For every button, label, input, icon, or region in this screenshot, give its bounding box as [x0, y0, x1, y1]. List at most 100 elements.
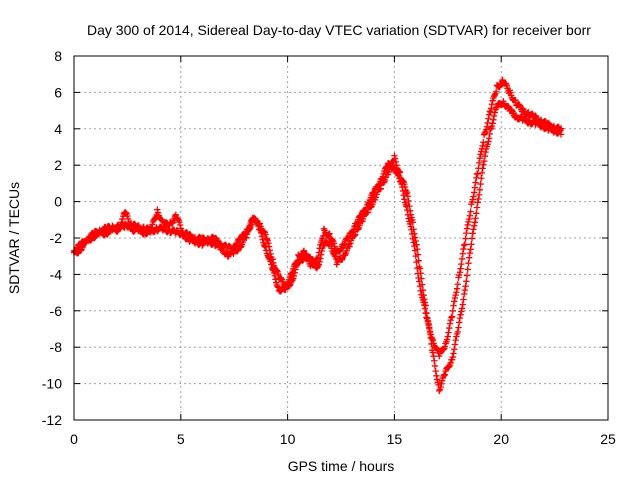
data-point [468, 241, 475, 248]
data-point [409, 219, 417, 226]
data-point [465, 218, 472, 226]
data-point [444, 333, 451, 340]
data-point [474, 199, 481, 206]
data-point [466, 249, 474, 257]
data-point [420, 291, 427, 299]
data-point [148, 224, 155, 232]
data-point [464, 221, 471, 229]
data-point [451, 341, 459, 348]
data-point [192, 236, 199, 243]
data-point [487, 125, 494, 133]
data-point [464, 266, 471, 273]
data-point [482, 148, 489, 156]
data-point [486, 130, 494, 138]
data-point [486, 108, 494, 115]
data-point [479, 165, 486, 172]
data-point [424, 318, 432, 325]
data-point [475, 195, 482, 203]
data-point [463, 272, 471, 279]
data-point [317, 255, 324, 262]
data-point [485, 138, 492, 145]
data-point [455, 319, 463, 326]
y-tick-label: 4 [54, 121, 62, 137]
data-point [462, 235, 469, 242]
data-point [433, 372, 440, 379]
y-tick-label: -10 [42, 376, 62, 392]
data-point [267, 258, 274, 265]
data-point [425, 321, 432, 329]
data-point [407, 211, 414, 218]
data-point [352, 231, 359, 238]
data-point [401, 183, 409, 191]
data-point [436, 387, 443, 395]
data-point [481, 152, 489, 160]
data-point [263, 247, 270, 254]
data-point [372, 194, 380, 201]
data-point [505, 103, 512, 110]
data-point [458, 308, 465, 315]
data-point [485, 135, 493, 142]
data-point [327, 237, 334, 245]
data-point [473, 210, 480, 217]
data-point [412, 237, 419, 245]
data-point [471, 219, 479, 226]
data-point [413, 241, 420, 248]
data-point [246, 225, 254, 232]
data-point [454, 281, 461, 288]
data-point [411, 234, 419, 241]
data-point [234, 247, 241, 254]
data-point [418, 281, 426, 288]
data-point [380, 170, 387, 178]
data-point [415, 257, 422, 264]
data-point [147, 228, 155, 235]
data-point [396, 169, 404, 176]
data-point [419, 287, 427, 294]
x-tick-label: 15 [387, 431, 403, 447]
data-point [445, 329, 452, 336]
data-point [269, 266, 276, 273]
data-point [463, 225, 471, 232]
data-point [508, 107, 516, 114]
data-point [441, 343, 449, 350]
data-point [478, 169, 486, 177]
data-point [488, 101, 496, 108]
data-point [405, 197, 412, 205]
data-point [480, 157, 488, 165]
data-point [461, 286, 469, 294]
data-point [318, 247, 325, 255]
data-point [465, 254, 473, 261]
data-point [230, 250, 237, 258]
data-point [385, 168, 392, 176]
data-point [515, 101, 523, 108]
data-point [327, 241, 335, 249]
data-point [416, 265, 424, 272]
data-point [443, 336, 451, 343]
data-point [225, 252, 232, 260]
data-point [476, 186, 484, 194]
data-point [440, 372, 447, 380]
data-point [460, 296, 467, 303]
data-point [453, 285, 461, 292]
data-point [404, 188, 411, 196]
data-point [122, 209, 130, 217]
data-point [499, 76, 506, 84]
grid-lines [74, 56, 608, 420]
data-point [258, 233, 266, 240]
data-point [441, 371, 449, 378]
data-point [406, 202, 413, 210]
data-point [457, 311, 464, 318]
data-point [134, 221, 142, 229]
data-point [243, 234, 250, 242]
data-point [413, 245, 421, 253]
data-point [448, 314, 455, 321]
data-point [452, 336, 459, 344]
data-point [347, 240, 354, 247]
data-point [432, 367, 439, 375]
y-tick-label: 2 [54, 157, 62, 173]
y-tick-label: 0 [54, 194, 62, 210]
x-tick-label: 20 [493, 431, 509, 447]
data-point [124, 215, 132, 223]
data-point [480, 161, 487, 168]
data-point [423, 309, 430, 317]
